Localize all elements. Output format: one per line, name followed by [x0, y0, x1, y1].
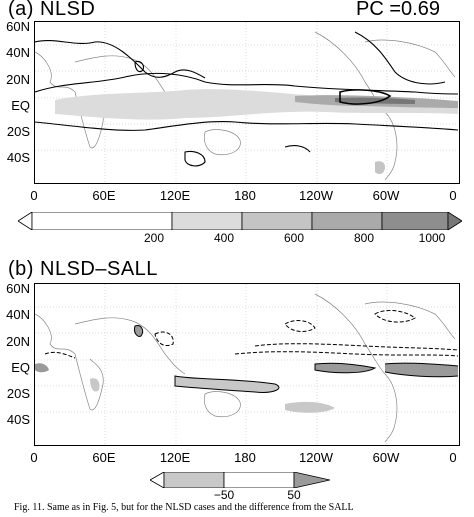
- x-tick-label: 0: [30, 450, 38, 465]
- colorbar-a-bin: [311, 212, 383, 230]
- colorbar-a-lower-arrow: [18, 212, 33, 230]
- y-tick-label: 20S: [6, 124, 30, 139]
- y-tick-label: EQ: [11, 360, 30, 375]
- panel-b-colorbar: [150, 472, 330, 488]
- x-tick-label: 0: [30, 188, 38, 203]
- colorbar-b-bin: [163, 472, 225, 488]
- colorbar-a-bin: [241, 212, 313, 230]
- y-tick-label: 40N: [6, 45, 30, 60]
- shade-level-200: [55, 89, 458, 120]
- x-tick-label: 120E: [159, 188, 191, 203]
- colorbar-a-label: 400: [213, 231, 235, 245]
- panel-a-plot: [35, 22, 458, 182]
- shade-negative: [175, 376, 279, 393]
- panel-b-coastlines: [35, 293, 456, 443]
- shade-positive: [385, 363, 458, 377]
- panel-b-map: [34, 283, 460, 446]
- panel-b-title: (b) NLSD–SALL: [8, 258, 158, 280]
- y-tick-label: 40S: [6, 412, 30, 427]
- colorbar-a-bin: [171, 212, 243, 230]
- x-tick-label: 60E: [92, 188, 116, 203]
- x-tick-label: 120W: [299, 450, 333, 465]
- figure-caption: Fig. 11. Same as in Fig. 5, but for the …: [14, 502, 354, 513]
- colorbar-a-label: 800: [353, 231, 375, 245]
- shade-negative: [90, 378, 100, 392]
- y-tick-label: 40S: [6, 150, 30, 165]
- colorbar-a-svg: [18, 212, 462, 230]
- shade-level-400: [375, 161, 385, 175]
- panel-a-title: (a) NLSD: [8, 0, 96, 20]
- y-tick-label: 60N: [6, 281, 30, 296]
- y-tick-label: 40N: [6, 307, 30, 322]
- colorbar-b-bin: [223, 472, 295, 488]
- x-tick-label: 120E: [159, 450, 191, 465]
- colorbar-a-bin: [381, 212, 449, 230]
- y-tick-label: 60N: [6, 19, 30, 34]
- panel-b-plot: [35, 284, 458, 444]
- panel-a-shading: [55, 89, 458, 175]
- shade-positive: [134, 325, 143, 337]
- panel-a-contours: [35, 31, 458, 167]
- y-tick-label: 20N: [6, 334, 30, 349]
- y-tick-label: 20N: [6, 72, 30, 87]
- panel-a-colorbar: [18, 212, 462, 230]
- colorbar-a-bin: [31, 212, 173, 230]
- shade-positive: [35, 363, 49, 373]
- colorbar-a-label: 200: [143, 231, 165, 245]
- colorbar-a-label: 1000: [418, 231, 446, 245]
- colorbar-b-label: −50: [213, 488, 235, 502]
- x-tick-label: 0: [449, 188, 457, 203]
- panel-b-shading: [35, 325, 458, 413]
- colorbar-b-lower-arrow: [150, 472, 165, 488]
- x-tick-label: 120W: [299, 188, 333, 203]
- colorbar-b-svg: [150, 472, 330, 488]
- shade-negative: [285, 401, 335, 413]
- colorbar-b-upper-arrow: [293, 472, 330, 488]
- panel-a-map: [34, 21, 460, 184]
- y-tick-label: 20S: [6, 386, 30, 401]
- x-tick-label: 180: [234, 188, 256, 203]
- panel-b-contours: [44, 310, 458, 393]
- x-tick-label: 60E: [92, 450, 116, 465]
- x-tick-label: 60W: [372, 188, 400, 203]
- colorbar-a-upper-arrow: [447, 212, 462, 230]
- y-tick-label: EQ: [11, 98, 30, 113]
- pattern-correlation-label: PC =0.69: [356, 0, 440, 20]
- x-tick-label: 180: [234, 450, 256, 465]
- shade-level-1000: [335, 97, 415, 104]
- x-tick-label: 0: [449, 450, 457, 465]
- x-tick-label: 60W: [372, 450, 400, 465]
- colorbar-a-label: 600: [283, 231, 305, 245]
- colorbar-b-label: 50: [287, 488, 301, 502]
